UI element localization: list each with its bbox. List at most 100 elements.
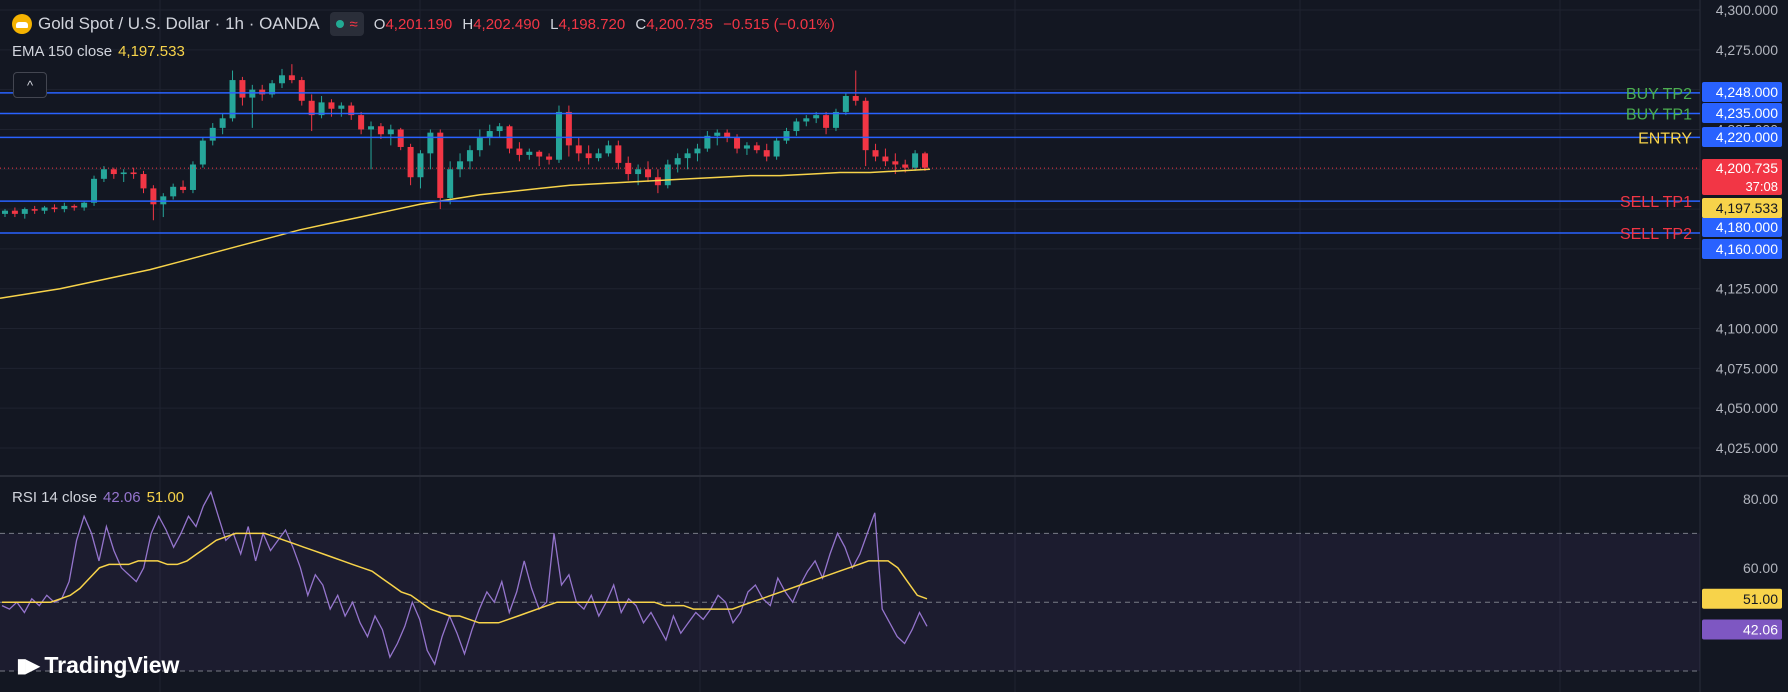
candle-body bbox=[724, 132, 731, 138]
candle-body bbox=[872, 150, 879, 157]
candle-body bbox=[763, 150, 770, 157]
candle-body bbox=[526, 151, 533, 155]
candle-body bbox=[674, 158, 681, 165]
close-value: 4,200.735 bbox=[646, 15, 713, 33]
candle-body bbox=[605, 145, 612, 154]
candle-body bbox=[150, 188, 157, 205]
tradingview-logo-text: TradingView bbox=[44, 652, 180, 678]
price-tick-label: 4,125.000 bbox=[1716, 281, 1778, 297]
candle-body bbox=[407, 146, 414, 178]
candle-body bbox=[318, 102, 325, 116]
candle-body bbox=[180, 186, 187, 190]
low-value: 4,198.720 bbox=[558, 15, 626, 33]
candle-body bbox=[694, 148, 701, 154]
candle-body bbox=[684, 153, 691, 159]
candle-body bbox=[743, 145, 750, 149]
close-label: C bbox=[635, 15, 647, 33]
level-label-sell-tp1: SELL TP1 bbox=[1620, 194, 1692, 211]
candle-body bbox=[585, 153, 592, 159]
level-tag-sell-tp1: 4,180.000 bbox=[1716, 219, 1778, 235]
approx-icon: ≈ bbox=[349, 15, 358, 33]
candle-body bbox=[2, 210, 8, 214]
rsi-legend-label: RSI 14 close bbox=[12, 489, 98, 506]
level-label-entry: ENTRY bbox=[1638, 130, 1692, 147]
candle-body bbox=[427, 132, 434, 154]
candle-body bbox=[635, 169, 642, 175]
level-tag-buy-tp2-bg bbox=[1702, 82, 1782, 102]
high-value: 4,202.490 bbox=[473, 15, 540, 33]
rsi-ma-line bbox=[2, 532, 928, 624]
level-tag-buy-tp1-bg bbox=[1702, 103, 1782, 123]
tradingview-logo[interactable]: ▮▶ TradingView bbox=[16, 652, 179, 679]
candle-body bbox=[902, 164, 909, 168]
level-label-sell-tp2: SELL TP2 bbox=[1620, 226, 1692, 243]
candle-body bbox=[189, 164, 196, 190]
candle-body bbox=[259, 89, 266, 95]
candle-body bbox=[110, 169, 117, 175]
level-tag-buy-tp1: 4,235.000 bbox=[1716, 105, 1778, 121]
candle-body bbox=[387, 129, 394, 135]
candle-body bbox=[457, 161, 464, 170]
rsi-tag-bg-1 bbox=[1702, 619, 1782, 640]
candle-body bbox=[239, 80, 246, 98]
low-label: L bbox=[550, 15, 559, 33]
candle-body bbox=[41, 207, 48, 211]
candle-body bbox=[476, 137, 483, 151]
candle-body bbox=[91, 178, 98, 203]
market-status-pill[interactable]: ≈ bbox=[329, 12, 364, 36]
market-open-icon bbox=[335, 20, 344, 28]
candle-body bbox=[813, 115, 820, 119]
level-tag-sell-tp2-bg bbox=[1702, 239, 1782, 259]
candle-body bbox=[793, 121, 800, 132]
candle-body bbox=[437, 132, 444, 198]
candle-body bbox=[298, 80, 305, 101]
candle-body bbox=[288, 75, 295, 81]
rsi-legend-ma-value: 51.00 bbox=[146, 489, 185, 506]
ema-legend[interactable]: EMA 150 close 4,197.533 bbox=[12, 43, 185, 60]
level-label-buy-tp2: BUY TP2 bbox=[1626, 86, 1692, 103]
candle-body bbox=[21, 209, 28, 214]
ema-line bbox=[0, 168, 931, 300]
candle-body bbox=[852, 96, 859, 101]
candle-body bbox=[348, 105, 355, 116]
candle-body bbox=[11, 210, 18, 214]
chevron-up-icon: ^ bbox=[26, 77, 34, 93]
level-tag-sell-tp1-bg bbox=[1702, 217, 1782, 237]
candle-body bbox=[269, 83, 276, 95]
symbol-title[interactable]: Gold Spot / U.S. Dollar · 1h · OANDA bbox=[38, 14, 320, 33]
candle-body bbox=[397, 129, 404, 147]
candle-body bbox=[714, 132, 721, 136]
candle-body bbox=[61, 205, 68, 210]
candle-body bbox=[71, 205, 78, 208]
candle-body bbox=[823, 115, 830, 128]
rsi-tag-bg-0 bbox=[1702, 588, 1782, 609]
candle-body bbox=[753, 145, 760, 151]
ohlc-values: O4,201.190 H4,202.490 L4,198.720 C4,200.… bbox=[374, 16, 835, 33]
candle-body bbox=[783, 131, 790, 141]
rsi-tag-0: 51.00 bbox=[1743, 591, 1778, 607]
candle-body bbox=[140, 174, 147, 189]
candle-body bbox=[278, 75, 285, 84]
ema-legend-value: 4,197.533 bbox=[118, 43, 185, 60]
current-price-tag-bg bbox=[1702, 159, 1782, 195]
level-tag-entry-bg bbox=[1702, 127, 1782, 147]
candle-body bbox=[130, 172, 137, 175]
candle-body bbox=[209, 127, 216, 141]
candle-body bbox=[100, 169, 107, 179]
ema-tag: 4,197.533 bbox=[1716, 200, 1778, 216]
collapse-legend-button[interactable]: ^ bbox=[13, 72, 47, 98]
candle-body bbox=[229, 80, 236, 119]
candle-body bbox=[51, 207, 58, 210]
candle-body bbox=[249, 89, 256, 98]
price-tick-label: 4,275.000 bbox=[1716, 42, 1778, 58]
candle-body bbox=[447, 169, 454, 198]
candle-body bbox=[219, 118, 226, 128]
rsi-legend[interactable]: RSI 14 close 42.06 51.00 bbox=[12, 489, 184, 506]
candle-body bbox=[536, 151, 543, 157]
candle-body bbox=[466, 150, 473, 162]
rsi-tick-label: 60.00 bbox=[1743, 560, 1778, 576]
gold-symbol-icon bbox=[12, 14, 32, 34]
level-tag-sell-tp2: 4,160.000 bbox=[1716, 241, 1778, 257]
candle-body bbox=[377, 126, 384, 135]
